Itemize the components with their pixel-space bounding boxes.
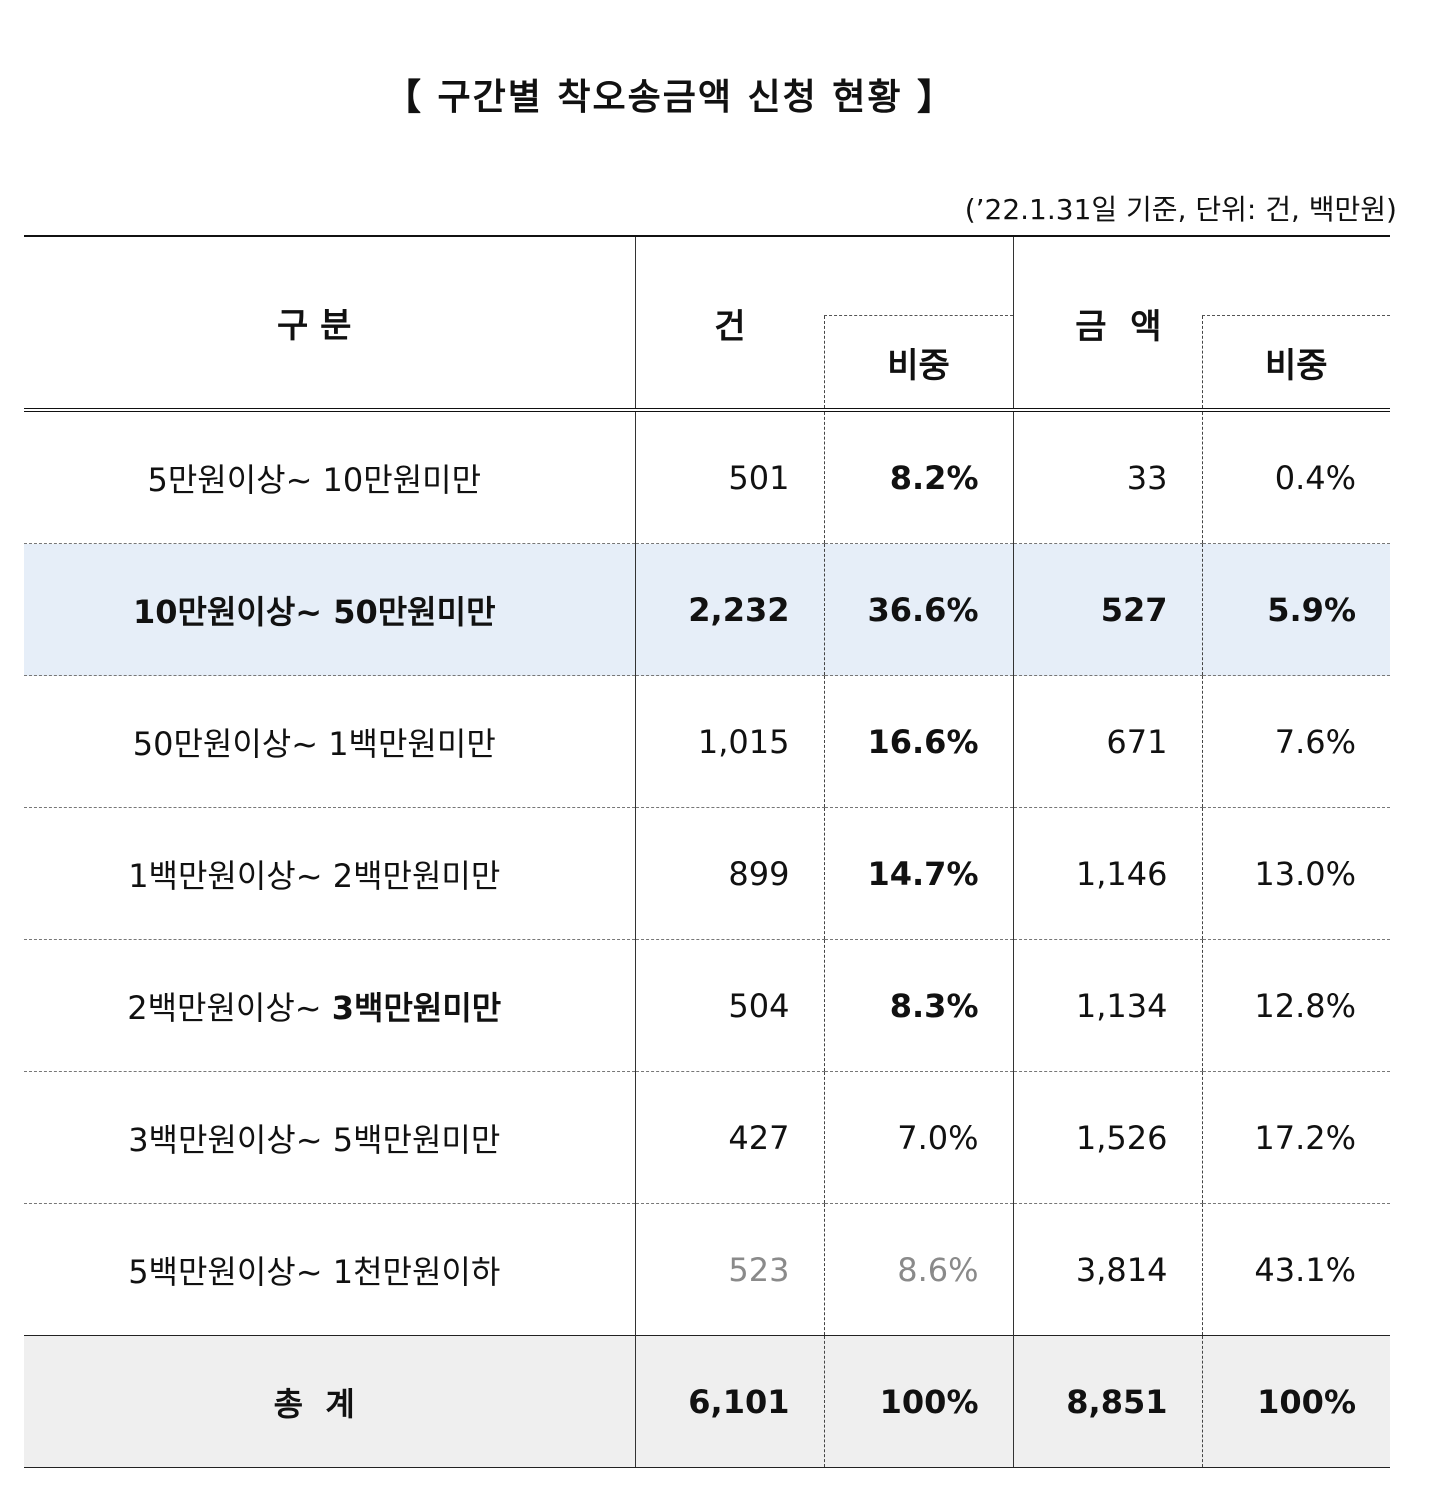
row-label: 1백만원이상~ 2백만원미만	[24, 807, 635, 940]
row-count-share: 16.6%	[823, 675, 1013, 808]
row-amount-share: 43.1%	[1201, 1203, 1390, 1336]
row-amount-share: 13.0%	[1201, 807, 1390, 940]
row-label-bold-part: 3백만원미만	[331, 988, 502, 1027]
header-amount-share: 비중	[1201, 315, 1390, 412]
total-amount-share: 100%	[1201, 1335, 1390, 1468]
page-title: 【 구간별 착오송금액 신청 현황 】	[384, 77, 956, 118]
row-amount: 1,526	[1012, 1071, 1202, 1204]
table-row: 1백만원이상~ 2백만원미만 899 14.7% 1,146 13.0%	[24, 807, 1390, 940]
row-amount: 33	[1012, 410, 1202, 544]
header-row-2: 비중 비중	[24, 315, 1390, 412]
total-label: 총 계	[24, 1335, 635, 1468]
row-amount-share: 0.4%	[1201, 410, 1390, 544]
row-count: 1,015	[634, 675, 824, 808]
row-amount: 671	[1012, 675, 1202, 808]
table-row: 2백만원이상~ 3백만원미만 504 8.3% 1,134 12.8%	[24, 939, 1390, 1072]
row-count: 899	[634, 807, 824, 940]
row-amount-share: 5.9%	[1201, 543, 1390, 676]
row-label: 5만원이상~ 10만원미만	[24, 410, 635, 544]
table-row: 5만원이상~ 10만원미만 501 8.2% 33 0.4%	[24, 410, 1390, 544]
row-amount: 1,134	[1012, 939, 1202, 1072]
table-row: 50만원이상~ 1백만원미만 1,015 16.6% 671 7.6%	[24, 675, 1390, 808]
table-row-highlighted: 10만원이상~ 50만원미만 2,232 36.6% 527 5.9%	[24, 543, 1390, 676]
row-count-share: 7.0%	[823, 1071, 1013, 1204]
unit-note: (’22.1.31일 기준, 단위: 건, 백만원)	[964, 193, 1397, 226]
row-amount-share: 7.6%	[1201, 675, 1390, 808]
row-count: 501	[634, 410, 824, 544]
row-amount: 527	[1012, 543, 1202, 676]
table-row: 5백만원이상~ 1천만원이하 523 8.6% 3,814 43.1%	[24, 1203, 1390, 1336]
row-count-share: 8.6%	[823, 1203, 1013, 1336]
row-count-share: 36.6%	[823, 543, 1013, 676]
row-amount-share: 17.2%	[1201, 1071, 1390, 1204]
row-count-share: 8.3%	[823, 939, 1013, 1072]
header-amount: 금 액	[1012, 235, 1202, 412]
row-count: 523	[634, 1203, 824, 1336]
header-count: 건	[634, 235, 824, 412]
header-row-1: 구 분 건 금 액	[24, 235, 1390, 412]
total-amount: 8,851	[1012, 1335, 1202, 1468]
total-row: 총 계 6,101 100% 8,851 100%	[24, 1335, 1390, 1468]
row-label: 2백만원이상~ 3백만원미만	[24, 939, 635, 1072]
row-count-share: 14.7%	[823, 807, 1013, 940]
row-count: 427	[634, 1071, 824, 1204]
row-amount: 1,146	[1012, 807, 1202, 940]
total-count: 6,101	[634, 1335, 824, 1468]
row-label: 5백만원이상~ 1천만원이하	[24, 1203, 635, 1336]
row-count-share: 8.2%	[823, 410, 1013, 544]
row-amount: 3,814	[1012, 1203, 1202, 1336]
row-label: 3백만원이상~ 5백만원미만	[24, 1071, 635, 1204]
row-count: 504	[634, 939, 824, 1072]
header-count-share: 비중	[823, 315, 1013, 412]
total-count-share: 100%	[823, 1335, 1013, 1468]
header-category: 구 분	[24, 235, 635, 412]
table-row: 3백만원이상~ 5백만원미만 427 7.0% 1,526 17.2%	[24, 1071, 1390, 1204]
data-table: 구 분 건 금 액 비중 비중 5만원이상~ 10만원미만 501 8.2% 3…	[24, 235, 1390, 1468]
row-label: 50만원이상~ 1백만원미만	[24, 675, 635, 808]
row-label-part: 2백만원이상~	[127, 988, 332, 1027]
row-count: 2,232	[634, 543, 824, 676]
row-amount-share: 12.8%	[1201, 939, 1390, 1072]
row-label: 10만원이상~ 50만원미만	[24, 543, 635, 676]
